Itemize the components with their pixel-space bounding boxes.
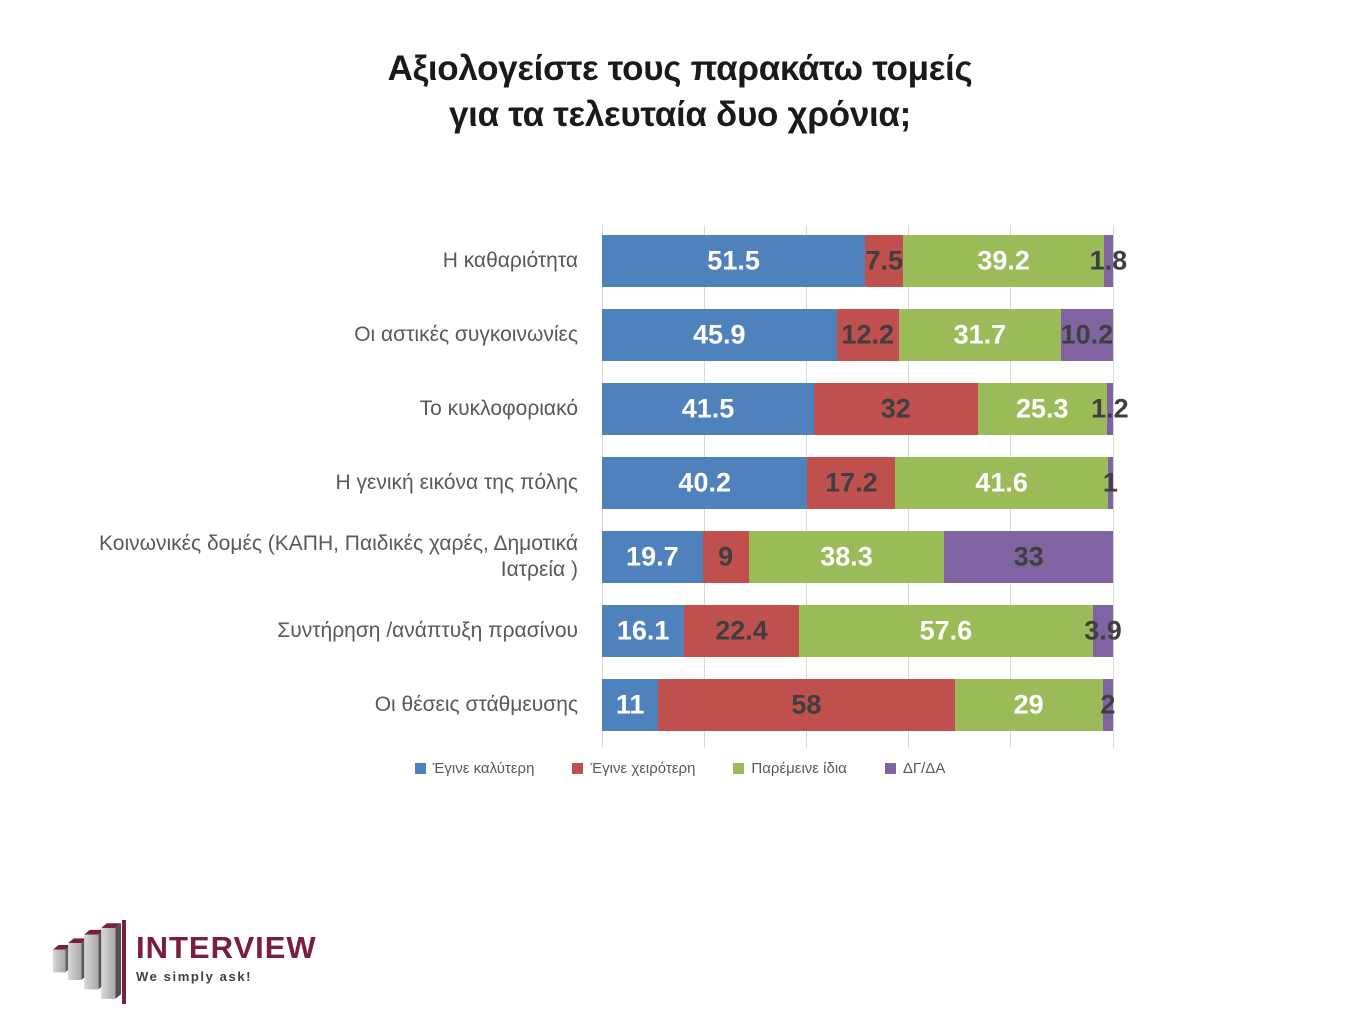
legend-label: ΔΓ/ΔΑ	[902, 760, 946, 777]
bar-segment: 1.8	[1090, 235, 1127, 287]
bar-segment: 10.2	[1061, 309, 1113, 361]
value-label: 10.2	[1060, 319, 1114, 350]
value-label: 57.6	[919, 615, 973, 646]
bar-segment: 9	[702, 531, 749, 583]
bar-segment: 11	[602, 679, 659, 731]
value-label: 3.9	[1084, 615, 1122, 646]
gridline	[1112, 225, 1114, 748]
legend-item: Έγινε χειρότερη	[572, 760, 695, 777]
category-label: Η γενική εικόνα της πόλης	[335, 470, 578, 494]
bar-row: 40.2 17.2 41.6 1	[602, 457, 1118, 509]
legend-item: Παρέμεινε ίδια	[733, 760, 847, 777]
bar-segment: 39.2	[903, 235, 1104, 287]
chart-title-line2: για τα τελευταία δυο χρόνια;	[449, 95, 911, 135]
bar-segment: 41.5	[602, 383, 815, 435]
bar-segment: 1	[1103, 457, 1118, 509]
value-label: 33	[1013, 541, 1044, 572]
bar-segment: 57.6	[798, 605, 1094, 657]
chart-title-line1: Αξιολογείστε τους παρακάτω τομείς	[387, 49, 973, 88]
category-label: Το κυκλοφοριακό	[419, 396, 578, 420]
logo-wordmark: INTERVIEW	[136, 930, 317, 965]
bar-row: 45.9 12.2 31.7 10.2	[602, 309, 1113, 361]
bar-segment: 22.4	[684, 605, 799, 657]
bar-row: 19.7 9 38.3 33	[602, 531, 1113, 583]
value-label: 17.2	[825, 467, 878, 498]
value-label: 19.7	[626, 541, 679, 572]
legend: Έγινε καλύτερη Έγινε χειρότερη Παρέμεινε ί…	[0, 760, 1360, 777]
value-label: 12.2	[841, 319, 894, 350]
value-label: 29	[1013, 689, 1044, 720]
category-label: Συντήρηση /ανάπτυξη πρασίνου	[277, 618, 578, 642]
value-label: 41.5	[681, 393, 735, 424]
bar-segment: 29	[954, 679, 1103, 731]
value-label: 41.6	[975, 467, 1028, 498]
legend-label: Έγινε χειρότερη	[590, 760, 696, 777]
value-label: 1.2	[1091, 393, 1129, 424]
category-label: Κοινωνικές δομές (ΚΑΠΗ, Παιδικές χαρές, …	[99, 531, 578, 581]
bar-segment: 2	[1100, 679, 1116, 731]
plot-area: 51.5 7.5 39.2 1.8 45.9 12.2 31.7 10.2 41.5 32 25.3…	[601, 225, 1129, 748]
value-label: 9	[718, 541, 734, 572]
value-label: 25.3	[1015, 393, 1069, 424]
bar-segment: 17.2	[807, 457, 896, 509]
value-label: 31.7	[953, 319, 1007, 350]
bar-segment: 19.7	[602, 531, 703, 583]
value-label: 40.2	[678, 467, 731, 498]
category-labels: Η καθαριότητα Οι αστικές συγκοινωνίες Το κ…	[85, 225, 590, 748]
category-label: Οι αστικές συγκοινωνίες	[354, 322, 578, 346]
value-label: 16.1	[616, 615, 670, 646]
logo-tagline: We simply ask!	[136, 969, 253, 984]
value-label: 1.8	[1089, 245, 1128, 276]
bar-segment: 16.1	[602, 605, 685, 657]
value-label: 39.2	[977, 245, 1030, 276]
chart-title: Αξιολογείστε τους παρακάτω τομείς για τα…	[0, 46, 1360, 138]
legend-item: Έγινε καλύτερη	[414, 760, 535, 777]
legend-marker	[414, 763, 426, 774]
value-label: 32	[880, 393, 911, 424]
bar-segment: 40.2	[602, 457, 808, 509]
legend-item: ΔΓ/ΔΑ	[884, 760, 946, 777]
logo-bars-icon	[52, 923, 122, 999]
bar-segment: 58	[658, 679, 955, 731]
value-label: 51.5	[707, 245, 760, 276]
bar-segment: 7.5	[865, 235, 904, 287]
value-label: 45.9	[692, 319, 746, 350]
legend-marker	[884, 763, 896, 774]
bar-segment: 31.7	[898, 309, 1061, 361]
bar-segment: 32	[814, 383, 978, 435]
bar-row: 51.5 7.5 39.2 1.8	[602, 235, 1127, 287]
legend-marker	[733, 763, 745, 774]
value-label: 2	[1100, 689, 1116, 720]
interview-logo: INTERVIEW We simply ask!	[52, 920, 392, 1004]
category-label: Οι θέσεις στάθμευσης	[374, 692, 578, 716]
bar-segment: 25.3	[977, 383, 1107, 435]
value-label: 58	[791, 689, 822, 720]
value-label: 11	[615, 689, 645, 720]
logo-text: INTERVIEW We simply ask!	[136, 932, 317, 984]
bar-segment: 3.9	[1084, 605, 1122, 657]
bar-segment: 51.5	[602, 235, 866, 287]
bar-row: 41.5 32 25.3 1.2	[602, 383, 1129, 435]
bar-segment: 1.2	[1091, 383, 1129, 435]
value-label: 1	[1102, 467, 1118, 498]
logo-divider	[122, 920, 126, 1004]
legend-marker	[572, 763, 584, 774]
bar-segment: 33	[944, 531, 1113, 583]
bar-row: 11 58 29 2	[602, 679, 1116, 731]
category-label: Η καθαριότητα	[442, 248, 578, 272]
bar-segment: 41.6	[895, 457, 1108, 509]
bar-row: 16.1 22.4 57.6 3.9	[602, 605, 1122, 657]
legend-label: Έγινε καλύτερη	[432, 760, 535, 777]
value-label: 38.3	[820, 541, 873, 572]
value-label: 7.5	[865, 245, 904, 276]
bar-segment: 12.2	[836, 309, 899, 361]
bar-segment: 38.3	[748, 531, 945, 583]
value-label: 22.4	[715, 615, 768, 646]
bar-segment: 45.9	[602, 309, 837, 361]
legend-label: Παρέμεινε ίδια	[751, 760, 847, 777]
